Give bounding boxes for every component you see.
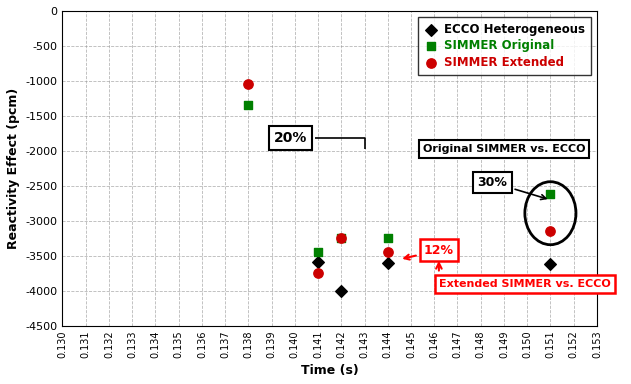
- SIMMER Extended: [244, 81, 254, 88]
- Text: 20%: 20%: [273, 131, 307, 145]
- ECCO Heterogeneous: [313, 258, 323, 265]
- SIMMER Extended: [383, 249, 393, 255]
- ECCO Heterogeneous: [336, 288, 346, 294]
- SIMMER Extended: [313, 270, 323, 276]
- Text: Original SIMMER vs. ECCO: Original SIMMER vs. ECCO: [423, 144, 585, 154]
- SIMMER Original: [545, 191, 555, 197]
- Text: 30%: 30%: [478, 176, 546, 200]
- ECCO Heterogeneous: [545, 261, 555, 267]
- SIMMER Original: [313, 249, 323, 255]
- SIMMER Extended: [545, 228, 555, 235]
- SIMMER Extended: [336, 235, 346, 242]
- Text: 12%: 12%: [404, 244, 454, 260]
- ECCO Heterogeneous: [383, 260, 393, 266]
- SIMMER Original: [336, 235, 346, 242]
- SIMMER Original: [244, 103, 254, 109]
- Text: Extended SIMMER vs. ECCO: Extended SIMMER vs. ECCO: [439, 279, 611, 289]
- Legend: ECCO Heterogeneous, SIMMER Original, SIMMER Extended: ECCO Heterogeneous, SIMMER Original, SIM…: [418, 17, 591, 75]
- SIMMER Original: [383, 235, 393, 242]
- Y-axis label: Reactivity Effect (pcm): Reactivity Effect (pcm): [7, 88, 20, 249]
- X-axis label: Time (s): Time (s): [301, 364, 358, 377]
